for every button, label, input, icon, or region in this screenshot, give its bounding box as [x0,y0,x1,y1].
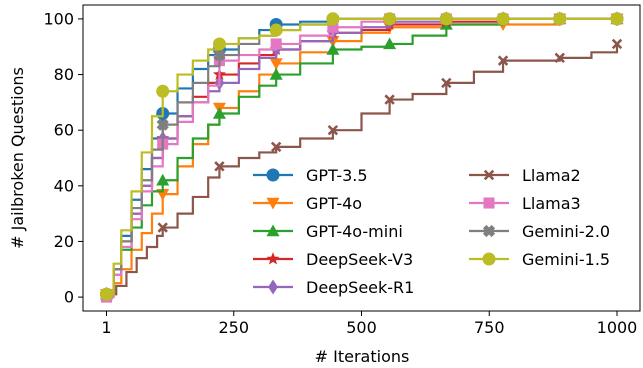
legend-marker [483,169,495,181]
data-point [269,68,283,80]
data-point [156,118,169,131]
legend-item: GPT-3.5 [253,166,368,185]
legend-item: Gemini-1.5 [469,250,610,269]
data-point [611,38,623,50]
y-tick-label: 80 [54,65,74,84]
data-point [214,161,225,172]
data-point [326,12,340,26]
legend-label: Llama3 [522,194,581,213]
legend-item: GPT-4o [253,194,362,213]
data-point [327,21,339,33]
data-point [212,106,226,119]
data-point [497,55,509,66]
data-point [100,287,114,301]
legend: GPT-3.5 GPT-4o GPT-4o-mini DeepSeek-V3 DeepS… [253,166,610,297]
data-point [610,12,624,26]
legend-label: DeepSeek-R1 [306,278,414,297]
series-gemini-1-5 [100,12,624,301]
data-point [270,38,282,50]
data-point [326,43,340,55]
data-point [212,37,226,51]
legend-label: GPT-4o [306,194,362,213]
legend-label: Gemini-1.5 [522,250,610,269]
y-tick-label: 20 [54,232,74,251]
data-point [383,37,397,50]
x-axis-label: # Iterations [315,347,410,366]
legend-marker [483,197,495,209]
legend-item: DeepSeek-V3 [253,250,413,269]
legend-item: DeepSeek-R1 [253,278,414,297]
legend-label: DeepSeek-V3 [306,250,413,269]
legend-marker [482,252,496,266]
y-tick-label: 100 [43,9,74,28]
series-layer [100,11,624,303]
legend-label: Llama2 [522,166,581,185]
y-tick-label: 40 [54,176,74,195]
x-tick-label: 1 [101,318,111,337]
legend-marker [266,252,280,265]
data-point [496,12,510,26]
legend-marker [266,197,280,210]
y-tick-label: 60 [54,121,74,140]
legend-label: GPT-3.5 [306,166,368,185]
data-point [269,23,283,37]
data-point [213,48,226,62]
legend-item: GPT-4o-mini [253,222,403,241]
legend-item: Llama2 [469,166,581,185]
legend-item: Gemini-2.0 [469,222,610,241]
data-point [156,173,170,186]
legend-marker [482,224,496,238]
legend-marker [266,224,280,237]
y-axis-label: # Jailbroken Questions [8,67,27,249]
axes-layer: 1 250 500 750 1000 0 20 40 60 80 100 [43,4,641,337]
x-tick-label: 1000 [597,318,638,337]
series-line [106,43,619,296]
y-tick-label: 0 [64,288,74,307]
data-point [157,222,168,233]
data-point [270,141,282,153]
data-point [441,77,452,89]
data-point [383,12,397,26]
legend-marker [268,279,278,295]
legend-label: Gemini-2.0 [522,222,610,241]
data-point [439,12,453,26]
x-tick-label: 500 [346,318,377,337]
legend-label: GPT-4o-mini [306,222,403,241]
legend-marker [266,168,280,182]
legend-item: Llama3 [469,194,581,213]
data-point [156,84,170,98]
x-tick-label: 750 [474,318,505,337]
data-point [553,12,567,26]
data-point [327,124,339,136]
data-point [269,58,283,70]
series-llama2 [101,38,623,300]
series-line [106,17,617,296]
x-tick-label: 250 [218,318,249,337]
data-point [384,94,395,105]
series-line [106,17,617,299]
data-point [554,52,565,64]
